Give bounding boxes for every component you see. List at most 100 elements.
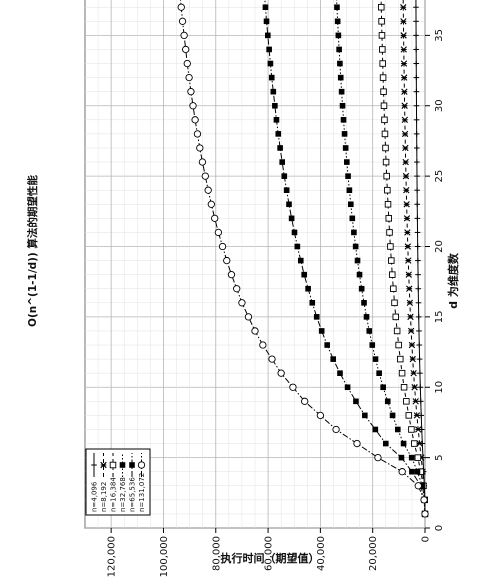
y-tick-label: 80,000 [211, 536, 222, 571]
data-point [410, 369, 417, 377]
data-point [340, 117, 347, 123]
data-point [286, 201, 292, 208]
data-point [268, 74, 275, 81]
data-point [334, 4, 340, 11]
data-point [401, 130, 409, 138]
data-point [421, 510, 429, 518]
data-point [416, 356, 423, 362]
data-point [415, 257, 421, 264]
data-point [353, 398, 359, 405]
data-point [363, 314, 370, 320]
data-point [227, 271, 236, 279]
x-tick-label: 20 [434, 240, 445, 253]
legend-marker [129, 462, 135, 468]
data-point [309, 299, 316, 306]
series-6 [176, 0, 429, 518]
data-point [191, 116, 199, 124]
data-point [281, 173, 288, 179]
data-point [378, 32, 386, 39]
data-point [414, 201, 421, 208]
data-point [416, 342, 423, 348]
data-point [415, 285, 422, 292]
data-point [406, 285, 413, 292]
data-point [313, 314, 320, 320]
data-point [376, 370, 382, 376]
data-point [407, 327, 415, 335]
series-line [176, 0, 426, 514]
data-point [318, 328, 325, 334]
data-point [291, 229, 298, 236]
data-point [402, 144, 409, 152]
data-point [414, 159, 420, 165]
data-point [409, 468, 415, 475]
series-line [402, 0, 426, 514]
data-point [189, 102, 197, 110]
data-point [416, 440, 423, 447]
data-point [420, 496, 428, 504]
data-point [294, 243, 301, 250]
legend-label: n=4,096 [90, 481, 98, 512]
data-point [223, 256, 231, 265]
legend-entry: n=16,384 [109, 453, 117, 512]
data-point [330, 356, 337, 362]
data-point [400, 4, 407, 11]
data-point [408, 341, 416, 349]
data-point [413, 32, 419, 39]
data-point [336, 46, 342, 53]
data-point [316, 411, 325, 420]
data-point [383, 172, 390, 180]
data-point [379, 60, 386, 67]
data-point [361, 299, 367, 306]
data-point [366, 328, 373, 334]
data-point [251, 327, 259, 335]
data-point [414, 482, 422, 490]
legend-entry: n=65,536 [128, 453, 136, 512]
legend-entry: n=131,072 [137, 453, 146, 512]
data-point [414, 243, 421, 250]
data-point [401, 116, 409, 124]
data-point [414, 173, 420, 179]
data-point [414, 215, 421, 222]
data-point [177, 3, 185, 11]
data-point [413, 412, 421, 419]
data-point [398, 468, 406, 476]
data-point [341, 131, 348, 137]
data-point [379, 46, 386, 53]
data-point [378, 18, 385, 25]
data-point [183, 59, 191, 68]
data-point [415, 426, 422, 433]
data-point [382, 144, 389, 152]
data-point [413, 46, 419, 53]
data-point [305, 285, 311, 292]
data-point [413, 4, 419, 11]
legend-entry: n=4,096 [90, 453, 98, 512]
y-tick-label: 100,000 [159, 536, 170, 577]
y-axis-title: 执行时间（期望值） [221, 551, 320, 565]
data-point [379, 74, 387, 81]
legend: n=4,096 n=8,192 n=16,384 n=32,768 n=65,536 n=… [85, 448, 151, 516]
data-point [406, 299, 414, 306]
data-point [277, 145, 283, 151]
y-tick-label: 120,000 [107, 536, 118, 577]
data-point [193, 130, 202, 138]
data-point [277, 369, 285, 377]
data-point [395, 341, 402, 349]
data-point [342, 145, 349, 151]
data-point [301, 271, 307, 278]
legend-marker [119, 462, 126, 468]
data-point [388, 257, 395, 264]
data-point [272, 102, 278, 109]
data-point [233, 285, 241, 293]
data-point [400, 46, 407, 53]
x-tick-label: 35 [434, 29, 445, 42]
data-point [196, 144, 204, 152]
data-point [346, 187, 353, 194]
data-point [182, 45, 190, 54]
gridlines [84, 0, 426, 529]
data-point [413, 88, 420, 95]
data-point [400, 74, 408, 81]
data-point [408, 454, 415, 461]
data-point [384, 398, 391, 405]
